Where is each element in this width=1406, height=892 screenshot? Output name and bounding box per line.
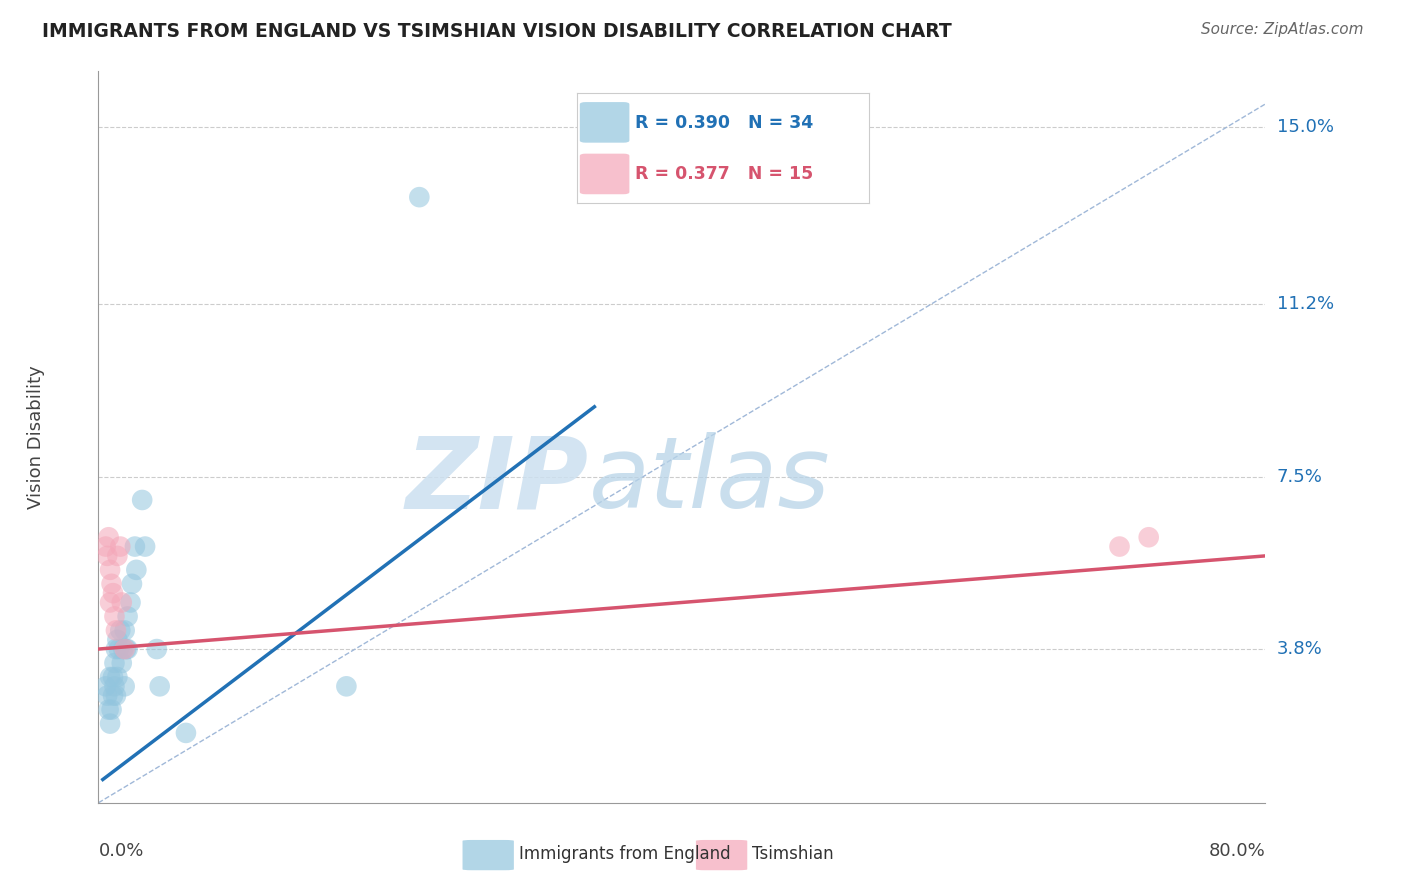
Point <box>96 549 118 563</box>
Point <box>114 679 136 693</box>
Text: Source: ZipAtlas.com: Source: ZipAtlas.com <box>1201 22 1364 37</box>
Text: 7.5%: 7.5% <box>1277 467 1323 485</box>
Point <box>105 632 128 647</box>
Point <box>98 563 121 577</box>
Point <box>103 679 125 693</box>
Point <box>97 703 120 717</box>
Point <box>125 563 148 577</box>
Text: 3.8%: 3.8% <box>1277 640 1322 658</box>
Point <box>114 624 136 638</box>
Point <box>100 703 122 717</box>
Text: IMMIGRANTS FROM ENGLAND VS TSIMSHIAN VISION DISABILITY CORRELATION CHART: IMMIGRANTS FROM ENGLAND VS TSIMSHIAN VIS… <box>42 22 952 41</box>
Point <box>115 642 138 657</box>
Point <box>104 642 127 657</box>
Point <box>1108 540 1130 554</box>
Point <box>105 549 128 563</box>
Text: 0.0%: 0.0% <box>98 842 143 860</box>
Text: 11.2%: 11.2% <box>1277 295 1334 313</box>
Point <box>104 624 127 638</box>
Point <box>108 642 131 657</box>
Text: 80.0%: 80.0% <box>1209 842 1265 860</box>
Point <box>149 679 172 693</box>
Point <box>1137 530 1160 544</box>
Point <box>94 540 117 554</box>
Point <box>105 670 128 684</box>
Text: atlas: atlas <box>589 433 830 530</box>
Point <box>101 586 124 600</box>
Point <box>96 689 118 703</box>
Point <box>335 679 357 693</box>
Point <box>408 190 430 204</box>
Point <box>98 716 121 731</box>
Point <box>112 642 135 657</box>
Point <box>114 642 136 657</box>
Point <box>110 540 132 554</box>
Point <box>120 595 142 609</box>
Point <box>124 540 146 554</box>
Point <box>103 609 125 624</box>
Text: ZIP: ZIP <box>405 433 589 530</box>
Point <box>94 679 117 693</box>
Point <box>104 689 127 703</box>
Text: 15.0%: 15.0% <box>1277 119 1333 136</box>
Point <box>98 595 121 609</box>
Point <box>121 577 143 591</box>
Point <box>117 642 139 657</box>
Point <box>111 656 134 670</box>
Point <box>110 624 132 638</box>
Point <box>131 493 153 508</box>
Point <box>98 670 121 684</box>
Point <box>100 577 122 591</box>
Point <box>101 689 124 703</box>
Point <box>97 530 120 544</box>
Point <box>117 609 139 624</box>
Point <box>103 656 125 670</box>
Point <box>134 540 156 554</box>
Point <box>101 670 124 684</box>
Text: Vision Disability: Vision Disability <box>27 365 45 509</box>
Point <box>174 726 197 740</box>
Point <box>111 595 134 609</box>
Point <box>146 642 169 657</box>
